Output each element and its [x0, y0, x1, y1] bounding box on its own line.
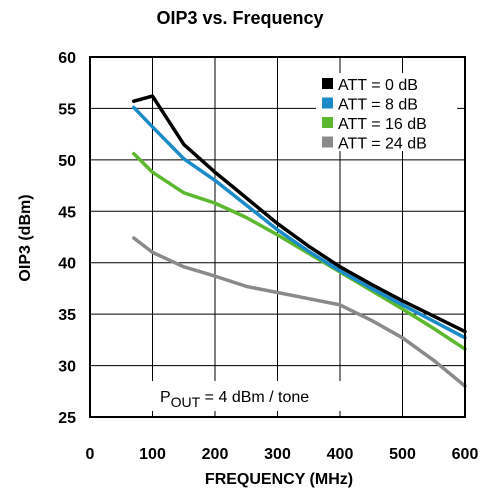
annotation-sub: OUT — [171, 394, 201, 410]
y-tick-label: 60 — [58, 50, 76, 67]
legend-entry: ATT = 24 dB — [338, 136, 427, 153]
x-tick-label: 300 — [264, 446, 291, 463]
series-line — [132, 151, 467, 351]
annotation-box: POUT = 4 dBm / tone — [152, 381, 368, 411]
series-line — [132, 94, 467, 334]
x-tick-label: 100 — [139, 446, 166, 463]
y-axis-label: OIP3 (dBm) — [17, 194, 34, 281]
series-line — [132, 105, 467, 340]
y-tick-label: 55 — [58, 101, 76, 118]
y-tick-label: 30 — [58, 359, 76, 376]
x-tick-label: 0 — [86, 446, 95, 463]
legend-swatch — [322, 97, 333, 109]
grid — [90, 57, 465, 417]
x-tick-labels: 0 100 200 300 400 500 600 — [86, 446, 479, 463]
x-axis-label: FREQUENCY (MHz) — [205, 471, 353, 488]
y-tick-label: 35 — [58, 307, 76, 324]
plot-frame — [89, 56, 466, 418]
series-group — [132, 94, 467, 388]
annotation-rest: = 4 dBm / tone — [200, 389, 309, 406]
legend-background — [316, 73, 457, 151]
legend-swatch — [322, 136, 333, 148]
x-tick-label: 500 — [389, 446, 416, 463]
y-tick-label: 50 — [58, 153, 76, 170]
series-line — [132, 236, 467, 388]
x-tick-label: 200 — [202, 446, 229, 463]
x-tick-label: 600 — [452, 446, 479, 463]
x-tick-label: 400 — [327, 446, 354, 463]
annotation-text: POUT = 4 dBm / tone — [160, 389, 309, 410]
legend: ATT = 0 dB ATT = 8 dB ATT = 16 dB ATT = 24 … — [316, 73, 457, 153]
y-tick-labels: 25 30 35 40 45 50 55 60 — [58, 50, 76, 427]
chart-title: OIP3 vs. Frequency — [156, 8, 323, 28]
legend-entry: ATT = 0 dB — [338, 77, 418, 94]
annotation-main: P — [160, 389, 171, 406]
legend-entry: ATT = 8 dB — [338, 97, 418, 114]
legend-swatch — [322, 78, 333, 89]
legend-swatch — [322, 117, 333, 128]
y-tick-label: 25 — [58, 410, 76, 427]
y-tick-label: 40 — [58, 256, 76, 273]
legend-entry: ATT = 16 dB — [338, 116, 427, 133]
y-tick-label: 45 — [58, 204, 76, 221]
